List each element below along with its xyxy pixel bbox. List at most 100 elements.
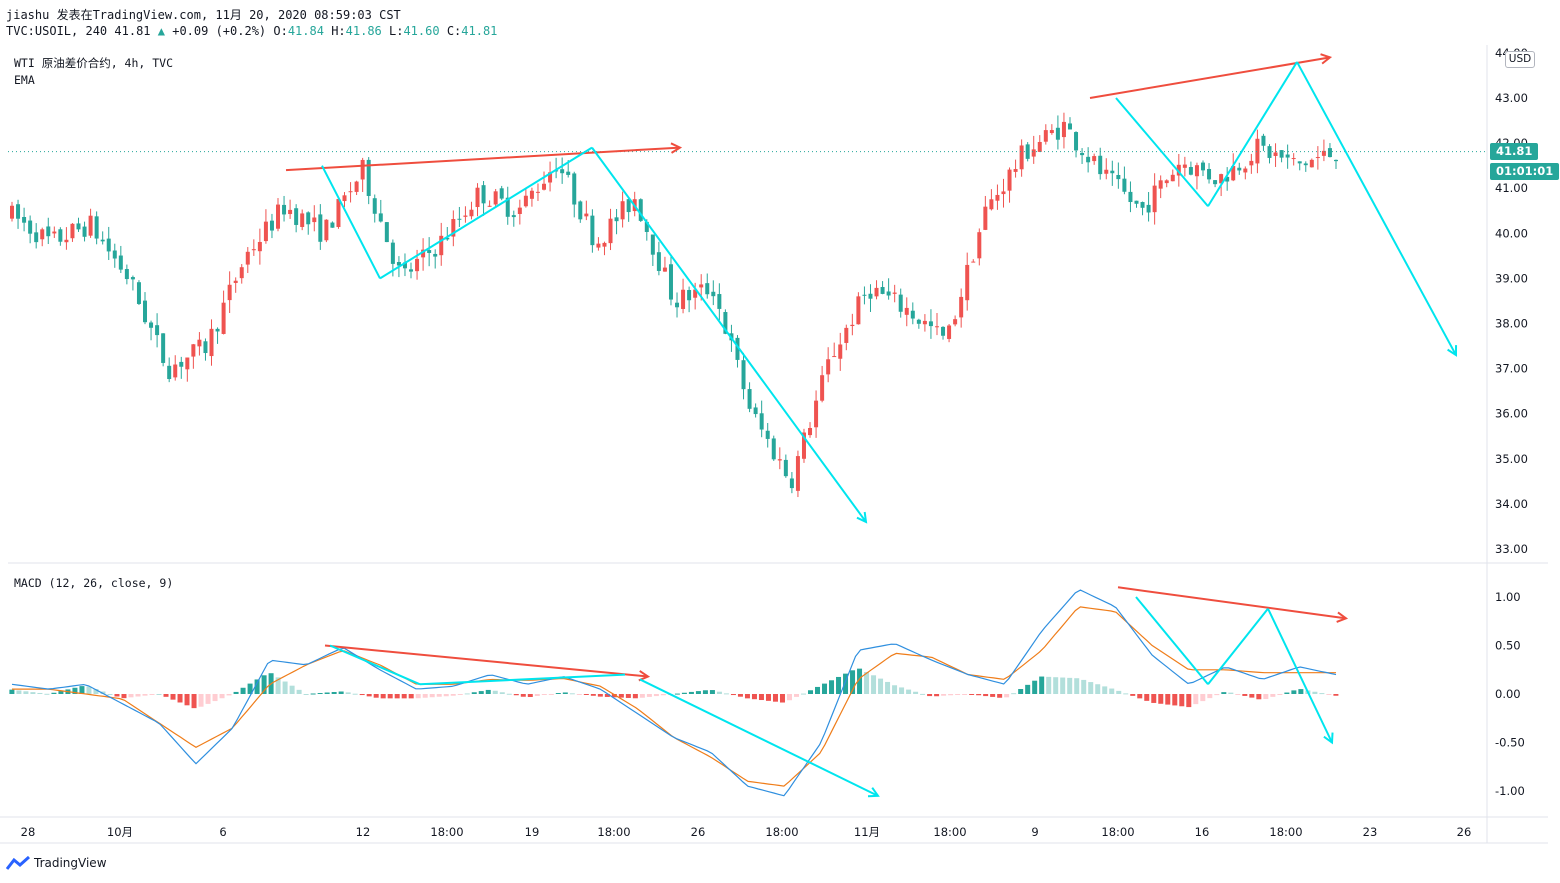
drawings[interactable] bbox=[285, 53, 1458, 798]
histogram-bar bbox=[247, 683, 253, 694]
histogram-bar bbox=[506, 693, 512, 695]
time-tick-label: 18:00 bbox=[1269, 825, 1302, 839]
last-price: 41.81 bbox=[114, 24, 151, 38]
trend-arrow-head bbox=[1320, 53, 1333, 65]
trend-arrow bbox=[285, 146, 681, 172]
candle-body bbox=[457, 218, 462, 220]
macd-trend-arrow-head bbox=[638, 670, 651, 682]
candle-body bbox=[1321, 150, 1326, 156]
histogram-bar bbox=[296, 689, 302, 694]
histogram-bar bbox=[597, 694, 603, 697]
histogram-bar bbox=[695, 691, 701, 694]
candle-body bbox=[953, 319, 958, 325]
candle-body bbox=[850, 324, 855, 327]
candle-body bbox=[959, 296, 964, 318]
candle-body bbox=[415, 258, 420, 272]
candle-body bbox=[257, 241, 262, 252]
candle-body bbox=[711, 291, 716, 297]
indicator-lines bbox=[11, 589, 1337, 797]
histogram-bar bbox=[275, 677, 281, 694]
time-axis[interactable]: 28 10月 6 12 18:00 19 18:00 26 18:00 11月 18:00 9 18:0… bbox=[21, 825, 1472, 839]
candle-body bbox=[149, 322, 154, 328]
candle-body bbox=[572, 173, 577, 205]
macd-tick-label: -0.50 bbox=[1495, 736, 1525, 750]
histogram-bar bbox=[1298, 689, 1304, 694]
candle-body bbox=[1303, 163, 1308, 166]
histogram-bar bbox=[37, 692, 43, 694]
candle-body bbox=[928, 321, 933, 327]
candle-body bbox=[360, 159, 365, 180]
histogram-bar bbox=[709, 690, 715, 694]
candle-body bbox=[505, 197, 510, 217]
histogram-bar bbox=[156, 694, 162, 695]
histogram-bar bbox=[520, 694, 526, 697]
candle-body bbox=[288, 209, 293, 215]
histogram-bar bbox=[163, 694, 169, 697]
candle-body bbox=[1327, 148, 1332, 158]
symbol-label: TVC:USOIL, 240 bbox=[6, 24, 108, 38]
candle-body bbox=[481, 185, 486, 204]
price-tick-label: 41.00 bbox=[1495, 181, 1528, 195]
up-triangle-icon: ▲ bbox=[157, 24, 165, 38]
macd-tick-label: 1.00 bbox=[1495, 590, 1521, 604]
countdown-badge: 01:01:01 bbox=[1490, 163, 1560, 180]
macd-trend-arrow bbox=[1117, 586, 1347, 620]
candle-body bbox=[650, 234, 655, 255]
macd-trend-arrow bbox=[324, 644, 649, 678]
histogram-bar bbox=[1123, 693, 1129, 695]
histogram-bar bbox=[16, 690, 22, 694]
open-label: O: bbox=[273, 24, 288, 38]
open-value: 41.84 bbox=[287, 24, 324, 38]
candle-body bbox=[251, 249, 256, 251]
candle-body bbox=[1037, 141, 1042, 152]
candle-body bbox=[971, 261, 976, 263]
candle-body bbox=[40, 229, 45, 240]
histogram-bar bbox=[450, 694, 456, 696]
histogram-bar bbox=[100, 691, 106, 694]
candle-body bbox=[475, 187, 480, 208]
macd-legend[interactable]: MACD (12, 26, close, 9) bbox=[14, 576, 174, 590]
tradingview-brand[interactable]: TradingView bbox=[6, 856, 107, 870]
price-axis[interactable]: 33.00 34.00 35.00 36.00 37.00 38.00 39.00 40.00… bbox=[1495, 46, 1528, 798]
candle-body bbox=[76, 223, 81, 230]
candle-body bbox=[681, 289, 686, 309]
histogram-bar bbox=[338, 691, 344, 694]
histogram-bar bbox=[1193, 694, 1199, 705]
histogram-bar bbox=[772, 694, 778, 702]
histogram-bar bbox=[955, 694, 961, 695]
candle-body bbox=[844, 327, 849, 343]
pattern-line bbox=[1207, 61, 1298, 207]
candle-body bbox=[977, 232, 982, 259]
histogram-bar bbox=[976, 694, 982, 696]
candle-body bbox=[1237, 167, 1242, 171]
candle-body bbox=[548, 172, 553, 183]
histogram-bar bbox=[983, 694, 989, 697]
currency-button[interactable]: USD bbox=[1505, 51, 1535, 68]
candle-body bbox=[832, 356, 837, 358]
candle-body bbox=[221, 302, 226, 334]
candles bbox=[8, 112, 1487, 498]
candle-body bbox=[862, 294, 867, 296]
ema-legend[interactable]: EMA bbox=[14, 73, 35, 87]
macd-histogram bbox=[9, 668, 1339, 709]
pattern-arrow bbox=[591, 147, 867, 523]
histogram-bar bbox=[1088, 682, 1094, 694]
histogram-bar bbox=[829, 680, 835, 694]
histogram-bar bbox=[730, 694, 736, 696]
time-tick-label: 6 bbox=[219, 825, 226, 839]
candle-body bbox=[1098, 155, 1103, 175]
candle-body bbox=[1182, 164, 1187, 168]
histogram-bar bbox=[899, 687, 905, 694]
candle-body bbox=[197, 339, 202, 347]
macd-pattern-line bbox=[1135, 596, 1209, 685]
histogram-bar bbox=[261, 675, 267, 694]
candle-body bbox=[892, 292, 897, 294]
pattern-arrow-head bbox=[1447, 345, 1458, 357]
candle-body bbox=[1273, 152, 1278, 156]
histogram-bar bbox=[142, 694, 148, 696]
candle-body bbox=[282, 204, 287, 215]
chart-title[interactable]: WTI 原油差价合约, 4h, TVC bbox=[14, 56, 174, 70]
candle-body bbox=[608, 218, 613, 244]
candle-body bbox=[191, 344, 196, 357]
